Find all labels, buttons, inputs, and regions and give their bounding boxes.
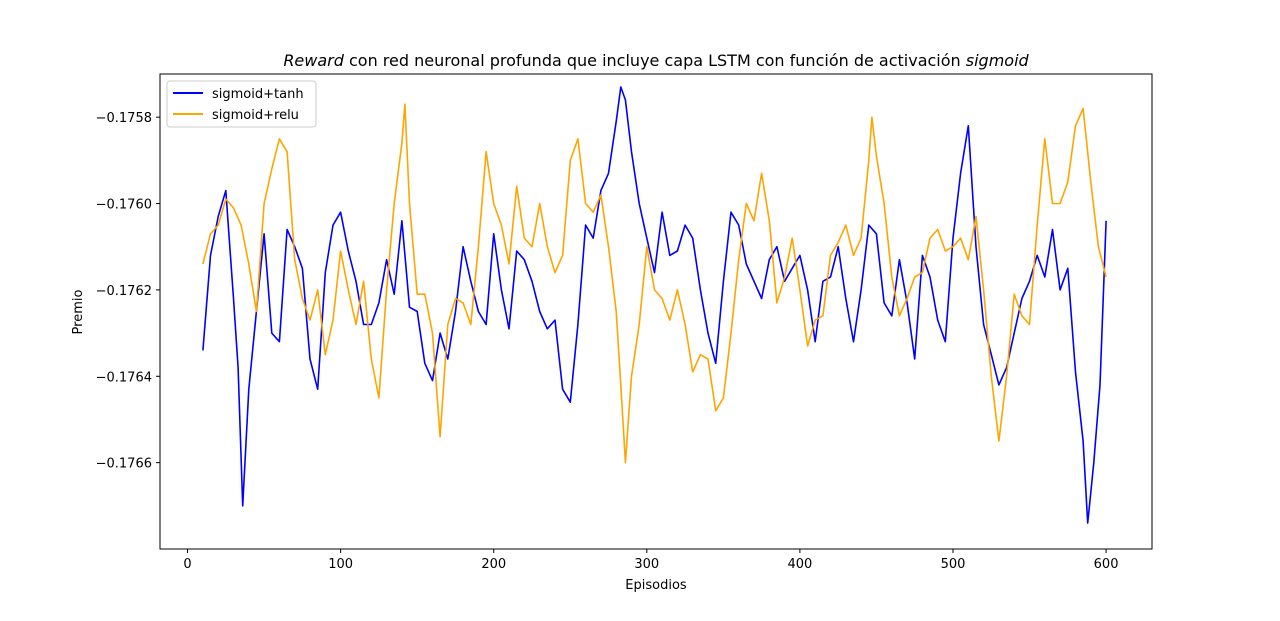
x-tick-label: 300 (634, 557, 659, 572)
x-tick-label: 100 (328, 557, 353, 572)
x-tick-label: 200 (481, 557, 506, 572)
legend-label: sigmoid+relu (212, 108, 299, 123)
x-tick-label: 500 (941, 557, 966, 572)
chart-title: Reward con red neuronal profunda que inc… (283, 51, 1029, 70)
x-axis-label: Episodios (625, 578, 687, 593)
y-tick-label: −0.1760 (96, 198, 152, 213)
x-tick-label: 0 (183, 557, 191, 572)
y-tick-label: −0.1766 (96, 457, 152, 472)
series-line-1 (202, 86, 1107, 524)
axes-frame (159, 73, 1153, 550)
x-tick-label: 400 (787, 557, 812, 572)
plot-area (202, 86, 1107, 524)
y-tick-label: −0.1764 (96, 370, 152, 385)
legend: sigmoid+tanh sigmoid+relu (166, 80, 317, 128)
y-tick-label: −0.1758 (96, 111, 152, 126)
legend-box (166, 80, 317, 128)
title-italic-2: sigmoid (966, 51, 1030, 70)
y-tick-label: −0.1762 (96, 284, 152, 299)
title-italic-1: Reward (283, 51, 344, 70)
y-axis-label: Premio (71, 290, 86, 335)
series-line-2 (202, 103, 1107, 464)
axes: 0 100 200 300 400 500 600 −0.1766 −0.1764 −0.1762… (96, 111, 1119, 572)
title-plain: con red neuronal profunda que incluye ca… (344, 51, 966, 70)
legend-label: sigmoid+tanh (212, 87, 304, 102)
x-tick-label: 600 (1094, 557, 1119, 572)
